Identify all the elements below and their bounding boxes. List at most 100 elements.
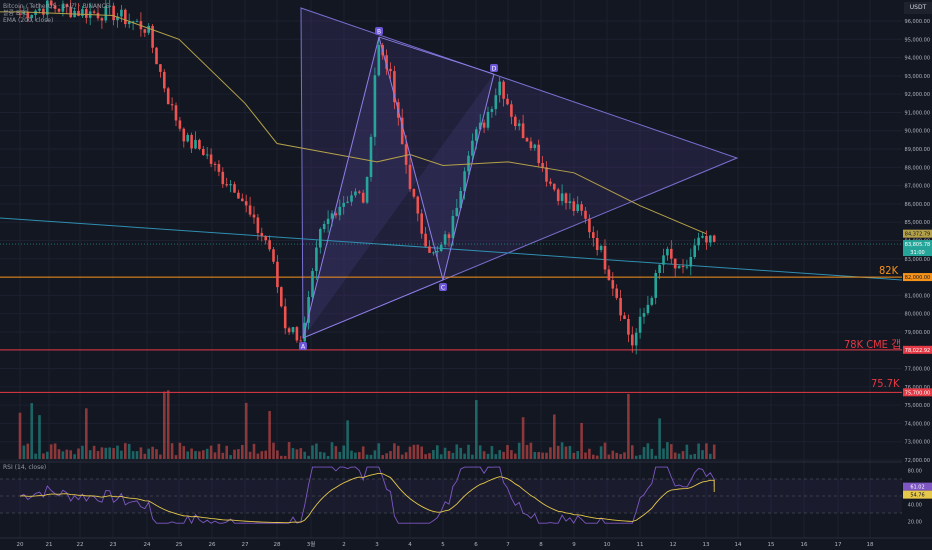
candle-body xyxy=(252,214,256,218)
ac-line xyxy=(302,279,444,339)
price-tick: 74,000.00 xyxy=(905,421,930,427)
candle-body xyxy=(272,249,275,262)
candle-body xyxy=(541,163,544,168)
candle-body xyxy=(256,217,260,233)
candle-body xyxy=(135,21,139,23)
price-tick: 77,000.00 xyxy=(905,367,930,373)
volume-bar xyxy=(393,443,396,459)
volume-bar xyxy=(365,454,369,459)
volume-bar xyxy=(432,449,435,459)
time-tick: 3월 xyxy=(307,540,316,548)
volume-bar xyxy=(202,450,205,459)
candle-body xyxy=(155,47,158,65)
candle-body xyxy=(623,315,626,319)
candle-body xyxy=(490,109,494,112)
price-tick: 79,000.00 xyxy=(905,330,930,336)
volume-bar xyxy=(650,448,654,459)
ema-value-tag-bg xyxy=(903,229,932,238)
candle-body xyxy=(283,306,287,329)
volume-bar xyxy=(311,445,314,459)
volume-bar xyxy=(549,447,552,459)
price-tick: 96,000.00 xyxy=(905,19,930,25)
price-tick: 73,000.00 xyxy=(905,440,930,446)
candle-body xyxy=(159,64,162,72)
volume-bar xyxy=(424,454,427,459)
volume-bar xyxy=(642,447,646,459)
candle-body xyxy=(673,258,677,269)
candle-body xyxy=(670,248,673,259)
candle-body xyxy=(506,98,509,105)
candle-body xyxy=(568,201,572,204)
time-tick: 9 xyxy=(572,542,576,548)
time-axis: 20 21 22 23 24 25 26 27 28 3월 2 3 4 5 6 7 8 9 10 11 12 13 14 15… xyxy=(0,537,932,550)
candle-body xyxy=(127,21,131,25)
volume-bar xyxy=(560,442,564,459)
volume-bar xyxy=(420,446,423,459)
time-tick: 16 xyxy=(801,542,808,548)
candle-body xyxy=(533,144,537,149)
volume-bar xyxy=(463,453,466,459)
ema200-line xyxy=(0,11,707,235)
volume-bar xyxy=(525,444,529,459)
candle-body xyxy=(174,105,178,121)
symbol-title: Bitcoin / TetherUS · 1시간 · BINANCE xyxy=(3,3,110,10)
volume-bar xyxy=(38,415,41,459)
volume-bar xyxy=(287,442,291,459)
volume-bar xyxy=(147,448,150,459)
candle-body xyxy=(194,139,197,149)
volume-bar xyxy=(358,452,361,459)
volume-bar xyxy=(92,445,96,459)
volume-bar xyxy=(26,443,30,459)
candle-body xyxy=(424,233,427,247)
candle-body xyxy=(408,164,412,190)
price-tick: 83,000.00 xyxy=(905,257,930,263)
candle-body xyxy=(432,252,435,254)
candle-body xyxy=(104,6,108,21)
candle-body xyxy=(131,21,135,23)
candle-body xyxy=(358,191,361,193)
candle-body xyxy=(592,232,595,239)
candle-body xyxy=(646,304,650,314)
candle-body xyxy=(276,261,279,288)
candle-body xyxy=(439,244,443,252)
candle-body xyxy=(428,246,431,253)
volume-bar xyxy=(482,451,486,459)
volume-bar xyxy=(607,454,611,459)
candle-body xyxy=(627,318,630,335)
candle-body xyxy=(112,5,115,21)
point-marker xyxy=(439,283,447,291)
candle-body xyxy=(213,163,217,165)
candle-body xyxy=(666,248,669,256)
candle-body xyxy=(447,234,451,238)
candle-body xyxy=(334,213,338,216)
volume-bar xyxy=(580,423,583,459)
currency-label[interactable]: USDT xyxy=(904,2,932,14)
candle-body xyxy=(393,71,396,103)
candle-body xyxy=(525,138,529,142)
point-label-b: B xyxy=(377,29,381,36)
candle-body xyxy=(338,206,342,216)
candle-body xyxy=(96,12,100,19)
volume-bar xyxy=(256,453,260,459)
candle-body xyxy=(697,237,700,246)
level-82k-tag: 82,000.00 xyxy=(905,275,930,281)
candle-body xyxy=(373,75,377,137)
volume-bar xyxy=(159,454,162,459)
volume-bar xyxy=(537,452,540,459)
candle-body xyxy=(361,192,365,203)
volume-bar xyxy=(108,447,111,459)
candle-body xyxy=(564,193,568,204)
level-757k-tag-bg xyxy=(903,388,932,397)
volume-bar xyxy=(338,451,342,459)
candle-body xyxy=(311,271,314,298)
rsi-tick: 20.00 xyxy=(908,520,922,526)
volume-bar xyxy=(385,453,388,459)
volume-bar xyxy=(408,446,412,459)
level-82k-label: 82K xyxy=(879,264,899,277)
candle-body xyxy=(326,218,330,224)
price-tick: 85,000.00 xyxy=(905,220,930,226)
candle-body xyxy=(576,204,579,211)
volume-bar xyxy=(451,452,455,459)
candle-body xyxy=(436,251,439,253)
